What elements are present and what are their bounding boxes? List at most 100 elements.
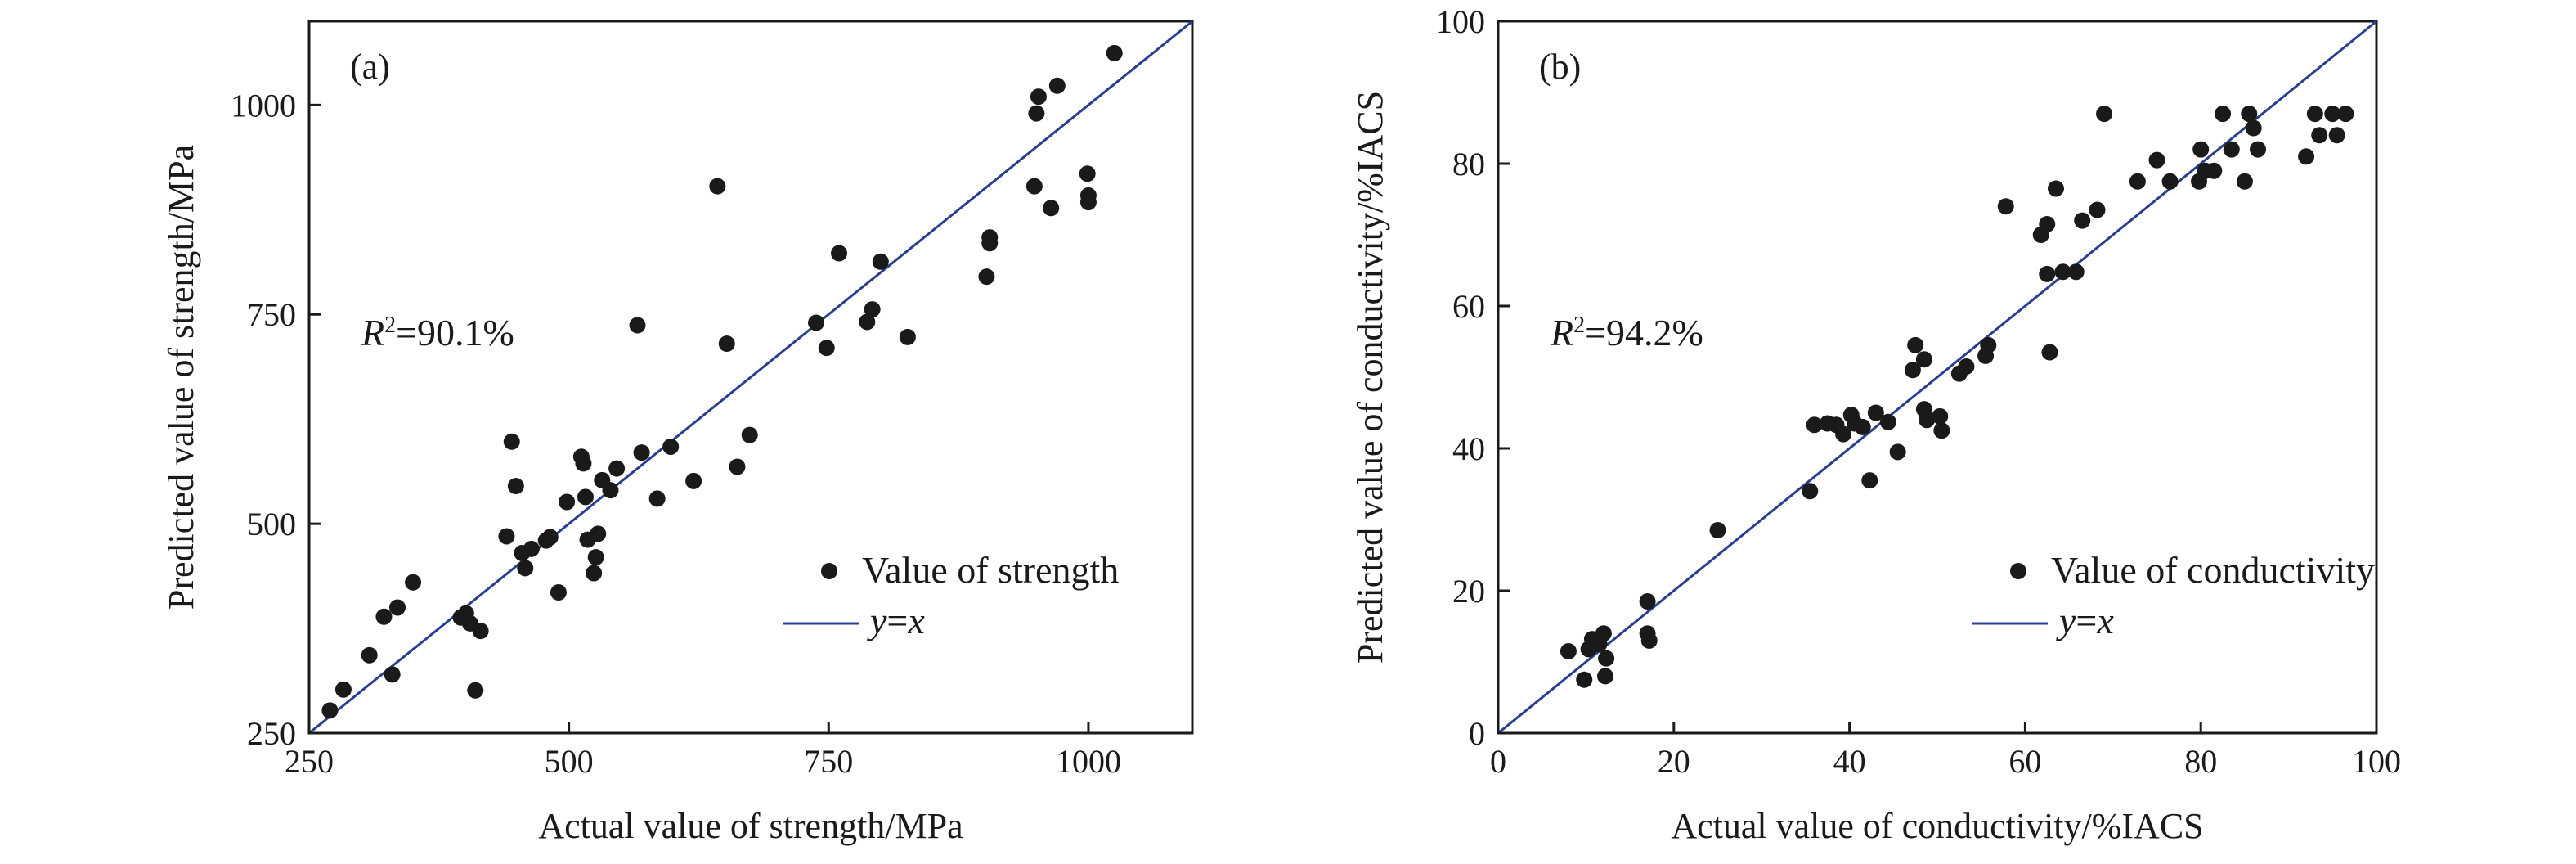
y-tick-label: 20 <box>1452 573 1485 610</box>
data-point <box>1079 194 1097 211</box>
data-point <box>981 229 999 246</box>
data-point <box>1048 77 1066 94</box>
data-point <box>1597 668 1614 685</box>
data-point <box>662 438 680 455</box>
data-point <box>2148 151 2165 169</box>
panel-b: 0 20 40 60 80 100 0 20 40 60 80 100 (b) R2=94.2% V… <box>1350 3 2401 846</box>
data-points <box>321 44 1123 719</box>
data-point <box>467 682 484 699</box>
data-point <box>2328 127 2345 144</box>
data-point <box>575 455 592 472</box>
data-point <box>1997 198 2014 215</box>
data-point <box>2047 180 2064 197</box>
data-points <box>1560 106 2354 688</box>
r-squared-value: =94.2% <box>1585 312 1703 353</box>
data-point <box>1709 522 1726 539</box>
data-point <box>2241 106 2258 123</box>
y-tick-label: 250 <box>247 715 296 752</box>
legend: Value of conductivity y=x <box>1972 549 2375 641</box>
data-point <box>1106 44 1123 61</box>
data-point <box>523 540 540 557</box>
data-point <box>1907 336 1924 353</box>
y-axis-ticks: 0 20 40 60 80 100 <box>1436 3 1510 752</box>
x-tick-label: 0 <box>1490 743 1506 780</box>
x-tick-label: 250 <box>285 743 334 780</box>
data-point <box>2215 106 2232 123</box>
data-point <box>709 178 726 195</box>
data-point <box>1030 88 1047 106</box>
legend-line-label: y=x <box>867 600 925 641</box>
data-point <box>2245 119 2262 137</box>
data-point <box>1028 105 1045 122</box>
data-point <box>1640 632 1658 649</box>
data-point <box>507 478 524 495</box>
data-point <box>608 460 626 477</box>
data-point <box>1933 422 1950 439</box>
data-point <box>2039 215 2056 232</box>
data-point <box>472 623 489 640</box>
x-axis-title: Actual value of conductivity/%IACS <box>1671 806 2203 846</box>
x-tick-label: 750 <box>804 743 853 780</box>
data-point <box>1576 671 1593 688</box>
data-point <box>389 599 406 616</box>
data-point <box>2067 263 2085 281</box>
data-point <box>503 433 520 450</box>
data-point <box>2161 173 2179 190</box>
legend-line-label: y=x <box>2056 600 2114 641</box>
x-tick-label: 60 <box>2008 743 2041 780</box>
r-symbol: R <box>361 312 384 353</box>
data-point <box>741 426 758 443</box>
data-point <box>633 444 650 461</box>
y-axis-title: Predicted value of conductivity/%IACS <box>1350 91 1390 664</box>
data-point <box>1980 336 1997 353</box>
plot-frame <box>307 20 1194 735</box>
data-point <box>1915 351 1932 368</box>
r-squared-value: =90.1% <box>396 312 514 353</box>
legend-point-marker <box>2010 563 2026 579</box>
data-point <box>729 458 746 475</box>
legend-x-var: x <box>907 600 925 641</box>
data-point <box>2298 148 2315 165</box>
data-point <box>1079 165 1096 182</box>
data-point <box>517 560 534 577</box>
x-axis-title: Actual value of strength/MPa <box>538 806 963 846</box>
legend-equals: = <box>2076 600 2097 641</box>
x-axis-ticks: 250 500 750 1000 <box>285 722 1121 780</box>
data-point <box>1043 200 1060 217</box>
data-point <box>2236 173 2253 190</box>
data-point <box>1867 404 1884 421</box>
data-point <box>2039 265 2056 282</box>
data-point <box>1639 593 1656 610</box>
x-tick-label: 40 <box>1833 743 1866 780</box>
data-point <box>1802 483 1819 500</box>
data-point <box>405 574 422 591</box>
fit-line <box>1497 20 2377 735</box>
data-point <box>602 482 619 499</box>
data-point <box>590 525 607 542</box>
data-point <box>2250 141 2267 158</box>
x-tick-label: 80 <box>2184 743 2217 780</box>
y-axis-ticks: 250 500 750 1000 <box>231 87 321 752</box>
legend-y-var: y <box>867 600 887 641</box>
fit-line <box>308 20 1193 735</box>
data-point <box>1025 178 1043 195</box>
data-point <box>2129 173 2146 190</box>
r-superscript: 2 <box>1573 313 1585 338</box>
data-point <box>1806 416 1823 434</box>
x-tick-label: 500 <box>545 743 594 780</box>
legend-y-var: y <box>2056 600 2076 641</box>
y-axis-title: Predicted value of strength/MPa <box>161 145 201 610</box>
plot-frame <box>1497 20 2378 735</box>
data-point <box>2223 141 2240 158</box>
x-tick-label: 1000 <box>1056 743 1121 780</box>
legend-points-label: Value of conductivity <box>2051 549 2375 591</box>
data-point <box>384 666 401 683</box>
r-symbol: R <box>1550 312 1573 353</box>
data-point <box>899 328 916 345</box>
data-point <box>2041 344 2058 361</box>
r-superscript: 2 <box>384 313 396 338</box>
data-point <box>1598 650 1615 667</box>
panel-label: (a) <box>350 47 390 87</box>
data-point <box>2306 106 2323 123</box>
